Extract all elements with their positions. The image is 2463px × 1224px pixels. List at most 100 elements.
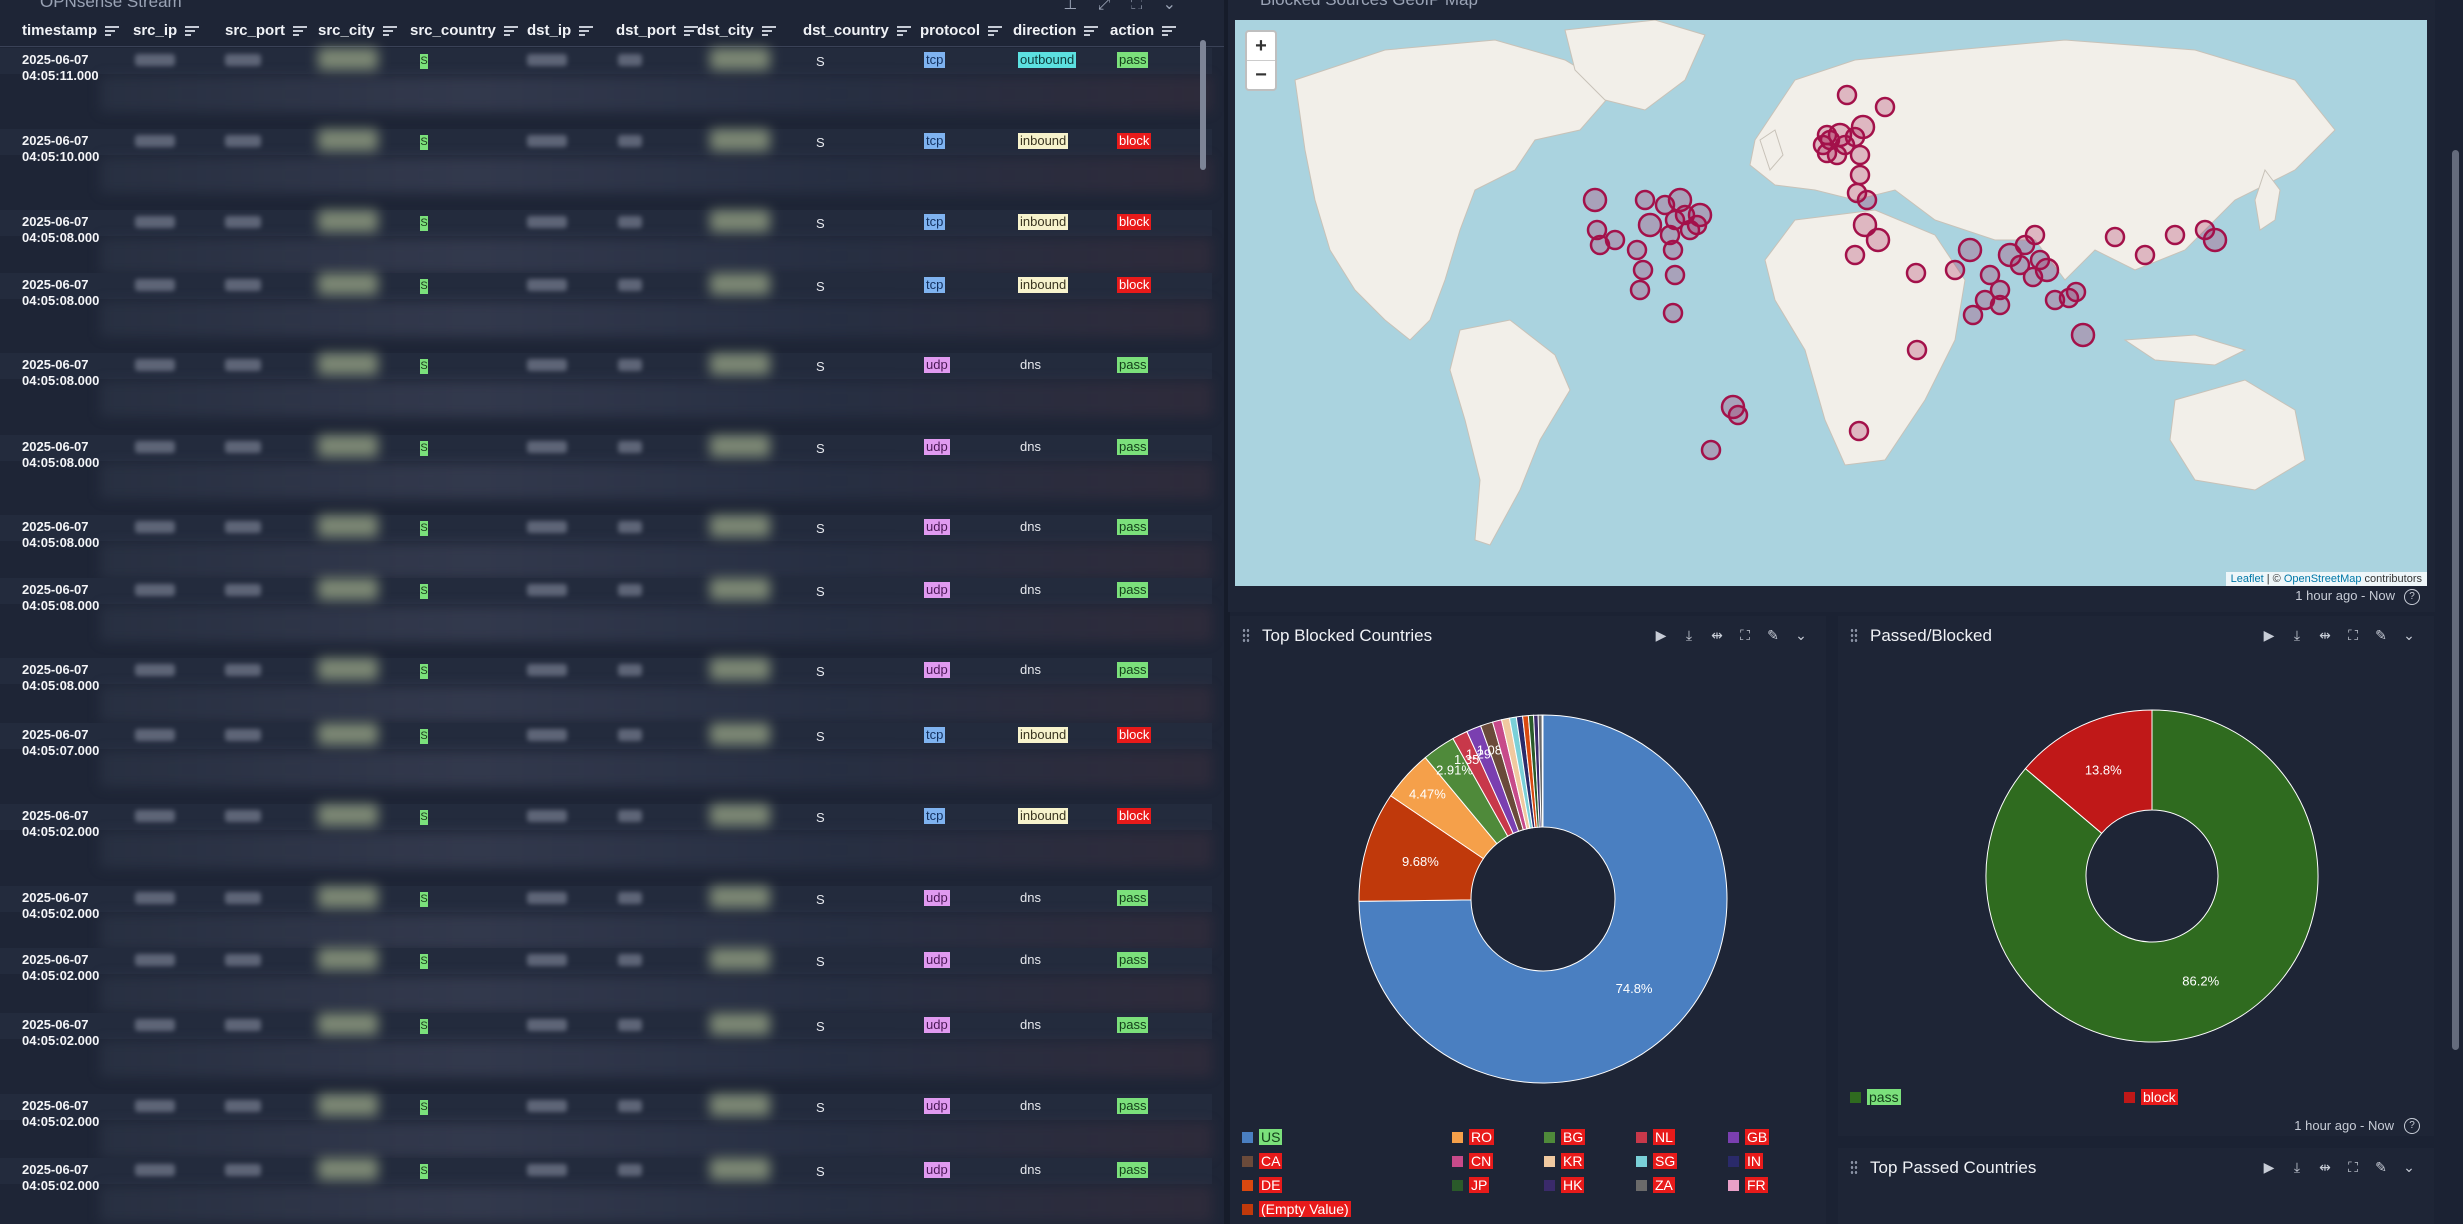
- blocked-source-marker[interactable]: [1849, 144, 1871, 166]
- table-row[interactable]: 2025-06-07 04:05:08.000 S S udp dns pass: [0, 353, 1212, 417]
- stream-table-toolbar[interactable]: ⊥ ⤢ ⛶ ⌄: [1063, 0, 1184, 13]
- blocked-source-marker[interactable]: [2022, 266, 2044, 288]
- legend-item-us[interactable]: US: [1242, 1128, 1283, 1146]
- sort-icon[interactable]: [382, 25, 397, 37]
- blocked-source-marker[interactable]: [1637, 212, 1663, 238]
- blocked-source-marker[interactable]: [1989, 279, 2011, 301]
- table-row[interactable]: 2025-06-07 04:05:02.000 S S udp dns pass: [0, 1158, 1212, 1222]
- drag-handle-icon[interactable]: [1850, 628, 1858, 642]
- sort-icon[interactable]: [185, 25, 200, 37]
- zoom-in-button[interactable]: +: [1255, 35, 1267, 57]
- sort-icon[interactable]: [761, 25, 776, 37]
- blocked-source-marker[interactable]: [1664, 264, 1686, 286]
- drag-handle-icon[interactable]: [1850, 1160, 1858, 1174]
- legend-item-gb[interactable]: GB: [1728, 1128, 1770, 1146]
- column-header-src-country[interactable]: src_country: [410, 22, 518, 39]
- legend-item-bg[interactable]: BG: [1544, 1128, 1586, 1146]
- legend-item-jp[interactable]: JP: [1452, 1176, 1490, 1194]
- fullscreen-icon[interactable]: ⛶: [2348, 1159, 2358, 1175]
- table-scrollbar-thumb[interactable]: [1200, 40, 1206, 170]
- blocked-source-marker[interactable]: [1850, 114, 1876, 140]
- edit-icon[interactable]: ✎: [1767, 627, 1779, 643]
- blocked-source-marker[interactable]: [2024, 224, 2046, 246]
- world-map[interactable]: + − Leaflet | © OpenStreetMap contributo…: [1235, 20, 2427, 586]
- sort-icon[interactable]: [684, 25, 698, 37]
- blocked-source-marker[interactable]: [2065, 281, 2087, 303]
- blocked-source-marker[interactable]: [1905, 262, 1927, 284]
- fullscreen-icon[interactable]: ⛶: [1740, 627, 1750, 643]
- legend-item-in[interactable]: IN: [1728, 1152, 1763, 1170]
- legend-item-pass[interactable]: pass: [1850, 1088, 1901, 1106]
- table-row[interactable]: 2025-06-07 04:05:08.000 S S tcp inbound b…: [0, 210, 1212, 274]
- sort-icon[interactable]: [896, 25, 911, 37]
- column-header-dst-city[interactable]: dst_city: [697, 22, 776, 39]
- column-header-timestamp[interactable]: timestamp: [22, 22, 120, 39]
- blocked-source-marker[interactable]: [1700, 439, 1722, 461]
- legend-item-za[interactable]: ZA: [1636, 1176, 1675, 1194]
- table-row[interactable]: 2025-06-07 04:05:08.000 S S tcp inbound b…: [0, 273, 1212, 337]
- blocked-source-marker[interactable]: [1848, 420, 1870, 442]
- fit-width-icon[interactable]: ⇹: [2319, 1159, 2331, 1175]
- legend-item-cn[interactable]: CN: [1452, 1152, 1494, 1170]
- blocked-source-marker[interactable]: [1626, 239, 1648, 261]
- blocked-source-marker[interactable]: [1634, 189, 1656, 211]
- table-row[interactable]: 2025-06-07 04:05:02.000 S S udp dns pass: [0, 886, 1212, 950]
- blocked-source-marker[interactable]: [1856, 189, 1878, 211]
- table-scrollbar[interactable]: [1198, 30, 1208, 1220]
- column-header-dst-country[interactable]: dst_country: [803, 22, 911, 39]
- blocked-source-marker[interactable]: [1906, 339, 1928, 361]
- blocked-source-marker[interactable]: [1686, 214, 1708, 236]
- pie-slice-fr[interactable]: [1541, 714, 1544, 828]
- page-scrollbar[interactable]: [2448, 0, 2463, 1224]
- blocked-source-marker[interactable]: [1849, 164, 1871, 186]
- blocked-source-marker[interactable]: [1662, 239, 1684, 261]
- pie-slice-pass[interactable]: [1985, 709, 2319, 1043]
- sort-icon[interactable]: [1084, 25, 1099, 37]
- table-row[interactable]: 2025-06-07 04:05:02.000 S S tcp inbound b…: [0, 804, 1212, 868]
- column-header-direction[interactable]: direction: [1013, 22, 1099, 39]
- play-icon[interactable]: ▶: [2263, 1159, 2275, 1175]
- map-canvas[interactable]: [1235, 20, 2427, 586]
- blocked-source-marker[interactable]: [1582, 187, 1608, 213]
- sort-icon[interactable]: [293, 25, 308, 37]
- table-row[interactable]: 2025-06-07 04:05:07.000 S S tcp inbound b…: [0, 723, 1212, 787]
- legend-item-kr[interactable]: KR: [1544, 1152, 1585, 1170]
- column-header-src-city[interactable]: src_city: [318, 22, 397, 39]
- chevron-down-icon[interactable]: ⌄: [2403, 1159, 2415, 1175]
- leaflet-link[interactable]: Leaflet: [2230, 573, 2264, 585]
- blocked-source-marker[interactable]: [1632, 259, 1654, 281]
- blocked-source-marker[interactable]: [1874, 96, 1896, 118]
- fullscreen-icon[interactable]: ⛶: [2348, 627, 2358, 643]
- blocked-source-marker[interactable]: [2009, 254, 2031, 276]
- legend-item-de[interactable]: DE: [1242, 1176, 1283, 1194]
- download-icon[interactable]: ⤓: [2293, 1159, 2301, 1175]
- legend-item-fr[interactable]: FR: [1728, 1176, 1768, 1194]
- legend-item-ca[interactable]: CA: [1242, 1152, 1283, 1170]
- column-header-dst-ip[interactable]: dst_ip: [527, 22, 594, 39]
- chevron-down-icon[interactable]: ⌄: [2403, 627, 2415, 643]
- edit-icon[interactable]: ✎: [2375, 1159, 2387, 1175]
- column-header-action[interactable]: action: [1110, 22, 1177, 39]
- pie-slice-block[interactable]: [2024, 709, 2153, 834]
- blocked-source-marker[interactable]: [1865, 227, 1891, 253]
- table-row[interactable]: 2025-06-07 04:05:10.000 S S tcp inbound b…: [0, 129, 1212, 193]
- table-row[interactable]: 2025-06-07 04:05:02.000 S S udp dns pass: [0, 948, 1212, 1012]
- fit-width-icon[interactable]: ⇹: [2319, 627, 2331, 643]
- blocked-source-marker[interactable]: [1836, 84, 1858, 106]
- table-row[interactable]: 2025-06-07 04:05:08.000 S S udp dns pass: [0, 435, 1212, 499]
- sort-icon[interactable]: [579, 25, 594, 37]
- play-icon[interactable]: ▶: [1655, 627, 1667, 643]
- blocked-source-marker[interactable]: [2164, 224, 2186, 246]
- zoom-out-button[interactable]: −: [1247, 60, 1275, 89]
- legend-item-hk[interactable]: HK: [1544, 1176, 1585, 1194]
- blocked-source-marker[interactable]: [1727, 404, 1749, 426]
- column-header-src-ip[interactable]: src_ip: [133, 22, 200, 39]
- blocked-source-marker[interactable]: [2104, 226, 2126, 248]
- column-header-dst-port[interactable]: dst_port: [616, 22, 698, 39]
- blocked-source-marker[interactable]: [1962, 304, 1984, 326]
- blocked-source-marker[interactable]: [1979, 264, 2001, 286]
- legend-item-empty-value[interactable]: (Empty Value): [1242, 1200, 1351, 1218]
- blocked-source-marker[interactable]: [1662, 302, 1684, 324]
- download-icon[interactable]: ⤓: [1685, 627, 1693, 643]
- legend-item-sg[interactable]: SG: [1636, 1152, 1678, 1170]
